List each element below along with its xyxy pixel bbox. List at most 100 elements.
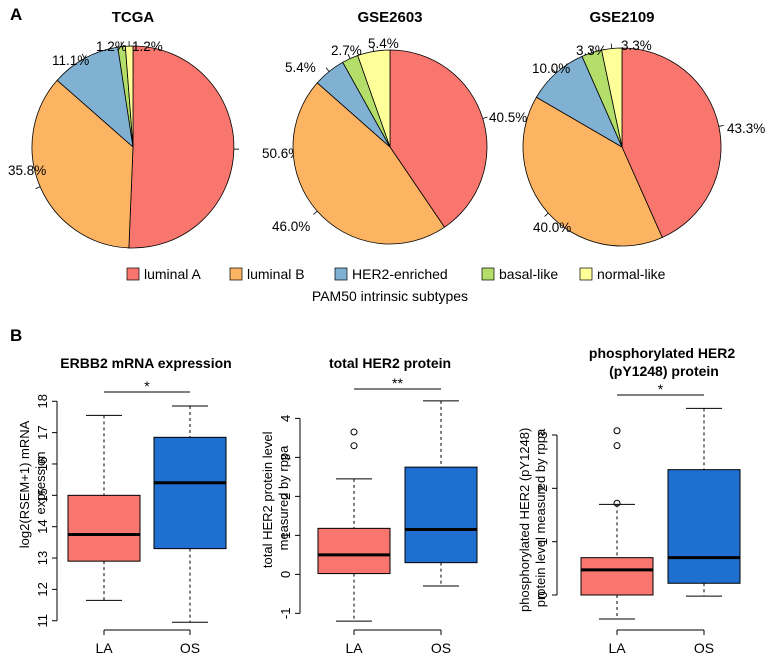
pie-leader-line bbox=[120, 41, 122, 47]
pie-leader-line bbox=[482, 116, 488, 119]
y-tick-label: 18 bbox=[35, 394, 50, 408]
pie-title: TCGA bbox=[112, 9, 155, 26]
pie-slice-label: 35.8% bbox=[8, 163, 46, 178]
y-tick-label: 0 bbox=[278, 571, 293, 578]
pie-title: GSE2603 bbox=[357, 9, 422, 26]
pie-chart-tcga: TCGA 50.6% 35.8% 11.1% 1.2% 1.2% bbox=[8, 9, 300, 249]
legend-swatch-her2-enriched bbox=[334, 267, 348, 281]
y-axis-label: log2(RSEM+1) mRNA expression bbox=[17, 418, 48, 548]
y-tick-label: 4 bbox=[278, 415, 293, 422]
pie-leader-line bbox=[347, 53, 351, 59]
y-tick-label: -1 bbox=[278, 608, 293, 620]
y-tick-label: 17 bbox=[35, 425, 50, 439]
box-os bbox=[153, 436, 227, 550]
y-tick-label: 1 bbox=[278, 532, 293, 539]
legend-swatch-basal-like bbox=[481, 267, 495, 281]
box-os bbox=[404, 466, 478, 564]
pie-slice-label: 3.3% bbox=[621, 38, 652, 53]
legend-label: basal-like bbox=[499, 266, 558, 282]
y-tick-label: 1 bbox=[535, 538, 550, 545]
pie-slice-normal-like bbox=[124, 45, 134, 148]
pie-slice-her2-enriched bbox=[56, 46, 134, 149]
outlier-point bbox=[613, 499, 621, 507]
y-tick-label: 11 bbox=[35, 614, 50, 628]
legend-title: PAM50 intrinsic subtypes bbox=[312, 288, 468, 304]
significance-stars: ** bbox=[392, 375, 403, 391]
pie-leader-line bbox=[544, 212, 549, 217]
significance-stars: * bbox=[144, 378, 150, 394]
boxplot-erbb2-mrna: ERBB2 mRNA expression log2(RSEM+1) mRNA … bbox=[17, 355, 232, 656]
pie-slice-luminal-a bbox=[621, 47, 722, 238]
pie-leader-line bbox=[718, 125, 724, 127]
outlier-point bbox=[613, 427, 621, 435]
y-tick-label: 2 bbox=[278, 493, 293, 500]
x-tick-label: OS bbox=[180, 640, 200, 656]
pie-chart-gse2603: GSE2603 40.5% 46.0% 5.4% 2.7% 5.4% bbox=[272, 9, 527, 245]
y-tick-label: 3 bbox=[535, 431, 550, 438]
pie-slice-label: 2.7% bbox=[331, 43, 362, 58]
panel-a-label: A bbox=[10, 5, 22, 24]
y-tick-label: 12 bbox=[35, 582, 50, 596]
pie-slice-label: 50.6% bbox=[262, 146, 300, 161]
boxplot-phospho-her2: phosphorylated HER2 (pY1248) protein pho… bbox=[517, 345, 741, 656]
panel-b-label: B bbox=[10, 326, 22, 345]
y-tick-label: 0 bbox=[535, 591, 550, 598]
pie-slice-label: 3.3% bbox=[576, 43, 607, 58]
x-tick-label: LA bbox=[345, 640, 363, 656]
pie-chart-gse2109: GSE2109 43.3% 40.0% 10.0% 3.3% 3.3% bbox=[522, 9, 765, 247]
box-os bbox=[667, 469, 741, 584]
pie-slice-luminal-b bbox=[522, 96, 663, 247]
boxplot-title: total HER2 protein bbox=[329, 355, 451, 371]
legend-swatch-luminal-b bbox=[229, 267, 243, 281]
legend-label: HER2-enriched bbox=[352, 266, 448, 282]
y-tick-label: 14 bbox=[35, 519, 50, 533]
boxplot-total-her2: total HER2 protein total HER2 protein le… bbox=[260, 355, 478, 656]
outlier-point bbox=[350, 428, 358, 436]
y-axis-label: phosphorylated HER2 (pY1248) protein lev… bbox=[517, 424, 548, 612]
y-tick-label: 3 bbox=[278, 454, 293, 461]
outlier-point bbox=[350, 442, 358, 450]
x-tick-label: LA bbox=[95, 640, 113, 656]
pie-leader-line bbox=[552, 69, 557, 74]
y-tick-label: 2 bbox=[535, 485, 550, 492]
pie-slice-luminal-b bbox=[292, 82, 446, 245]
legend-label: normal-like bbox=[597, 266, 666, 282]
box-la bbox=[67, 494, 141, 562]
pie-slice-label: 10.0% bbox=[532, 61, 570, 76]
pie-leader-line bbox=[610, 43, 613, 49]
pie-slice-normal-like bbox=[357, 49, 391, 148]
pie-slice-luminal-a bbox=[389, 49, 488, 228]
significance-stars: * bbox=[658, 381, 664, 397]
pie-leader-line bbox=[313, 210, 318, 215]
pie-slice-label: 5.4% bbox=[368, 36, 399, 51]
legend-swatch-normal-like bbox=[579, 267, 593, 281]
pie-slice-label: 40.0% bbox=[533, 220, 571, 235]
y-axis-label: total HER2 protein level measured by rpp… bbox=[260, 428, 291, 568]
box-la bbox=[317, 527, 391, 575]
outlier-point bbox=[613, 442, 621, 450]
boxplot-title: ERBB2 mRNA expression bbox=[60, 355, 231, 371]
pie-slice-label: 11.1% bbox=[52, 53, 89, 68]
pie-slice-normal-like bbox=[601, 47, 623, 148]
x-tick-label: LA bbox=[608, 640, 626, 656]
pie-slice-label: 43.3% bbox=[727, 121, 765, 136]
y-tick-label: 16 bbox=[35, 457, 50, 471]
pie-leader-line bbox=[81, 53, 85, 59]
pie-title: GSE2109 bbox=[589, 9, 654, 26]
y-tick-label: 13 bbox=[35, 551, 50, 565]
pie-slice-label: 5.4% bbox=[285, 60, 316, 75]
pie-slice-label: 1.2% bbox=[96, 39, 127, 54]
pie-slice-label: 1.2% bbox=[132, 39, 163, 54]
boxplot-title: phosphorylated HER2 (pY1248) protein bbox=[589, 345, 739, 379]
y-tick-label: 15 bbox=[35, 488, 50, 502]
pie-leader-line bbox=[325, 67, 330, 72]
legend-label: luminal A bbox=[144, 266, 201, 282]
pie-slice-label: 40.5% bbox=[489, 110, 527, 125]
x-tick-label: OS bbox=[431, 640, 451, 656]
legend: luminal A luminal B HER2-enriched basal-… bbox=[126, 266, 666, 304]
box-la bbox=[580, 557, 654, 596]
x-tick-label: OS bbox=[694, 640, 714, 656]
pie-leader-line bbox=[35, 186, 41, 190]
pie-slice-label: 46.0% bbox=[272, 219, 310, 234]
